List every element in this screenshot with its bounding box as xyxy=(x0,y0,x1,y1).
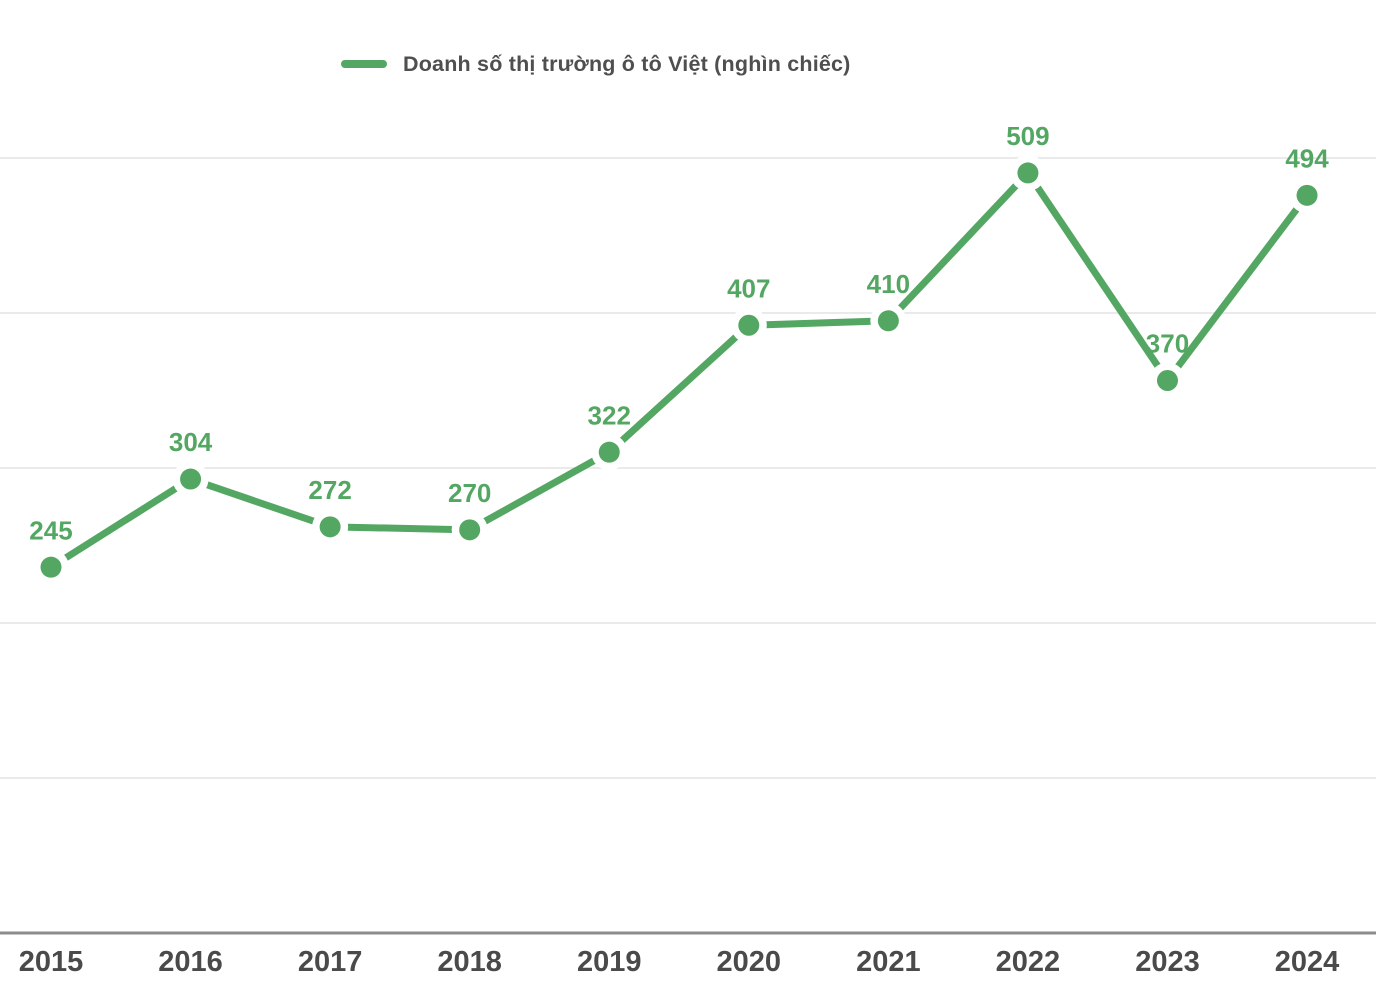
data-point[interactable] xyxy=(598,441,620,463)
data-point[interactable] xyxy=(40,556,62,578)
data-point[interactable] xyxy=(738,314,760,336)
data-point[interactable] xyxy=(1296,184,1318,206)
x-axis-label: 2022 xyxy=(996,946,1061,978)
legend-label: Doanh số thị trường ô tô Việt (nghìn chi… xyxy=(403,51,851,76)
data-label: 272 xyxy=(308,475,351,505)
x-axis-label: 2016 xyxy=(158,946,223,978)
x-axis-label: 2015 xyxy=(19,946,84,978)
x-axis-label: 2020 xyxy=(717,946,782,978)
data-label: 304 xyxy=(169,427,213,457)
data-point[interactable] xyxy=(459,519,481,541)
data-point[interactable] xyxy=(877,310,899,332)
data-label: 245 xyxy=(29,515,72,545)
legend: Doanh số thị trường ô tô Việt (nghìn chi… xyxy=(341,49,851,79)
data-label: 270 xyxy=(448,478,491,508)
data-point[interactable] xyxy=(180,468,202,490)
data-point[interactable] xyxy=(319,516,341,538)
x-axis-label: 2024 xyxy=(1275,946,1340,978)
data-label: 410 xyxy=(867,269,910,299)
x-axis-label: 2017 xyxy=(298,946,363,978)
x-axis-label: 2018 xyxy=(437,946,502,978)
data-point[interactable] xyxy=(1017,162,1039,184)
data-label: 322 xyxy=(588,400,631,430)
data-label: 509 xyxy=(1006,121,1049,151)
data-label: 407 xyxy=(727,273,770,303)
x-axis-label: 2019 xyxy=(577,946,642,978)
legend-line-icon xyxy=(341,60,387,68)
data-point[interactable] xyxy=(1156,369,1178,391)
data-label: 494 xyxy=(1285,143,1329,173)
x-axis-label: 2021 xyxy=(856,946,921,978)
series-line xyxy=(47,169,1311,571)
x-axis-label: 2023 xyxy=(1135,946,1200,978)
